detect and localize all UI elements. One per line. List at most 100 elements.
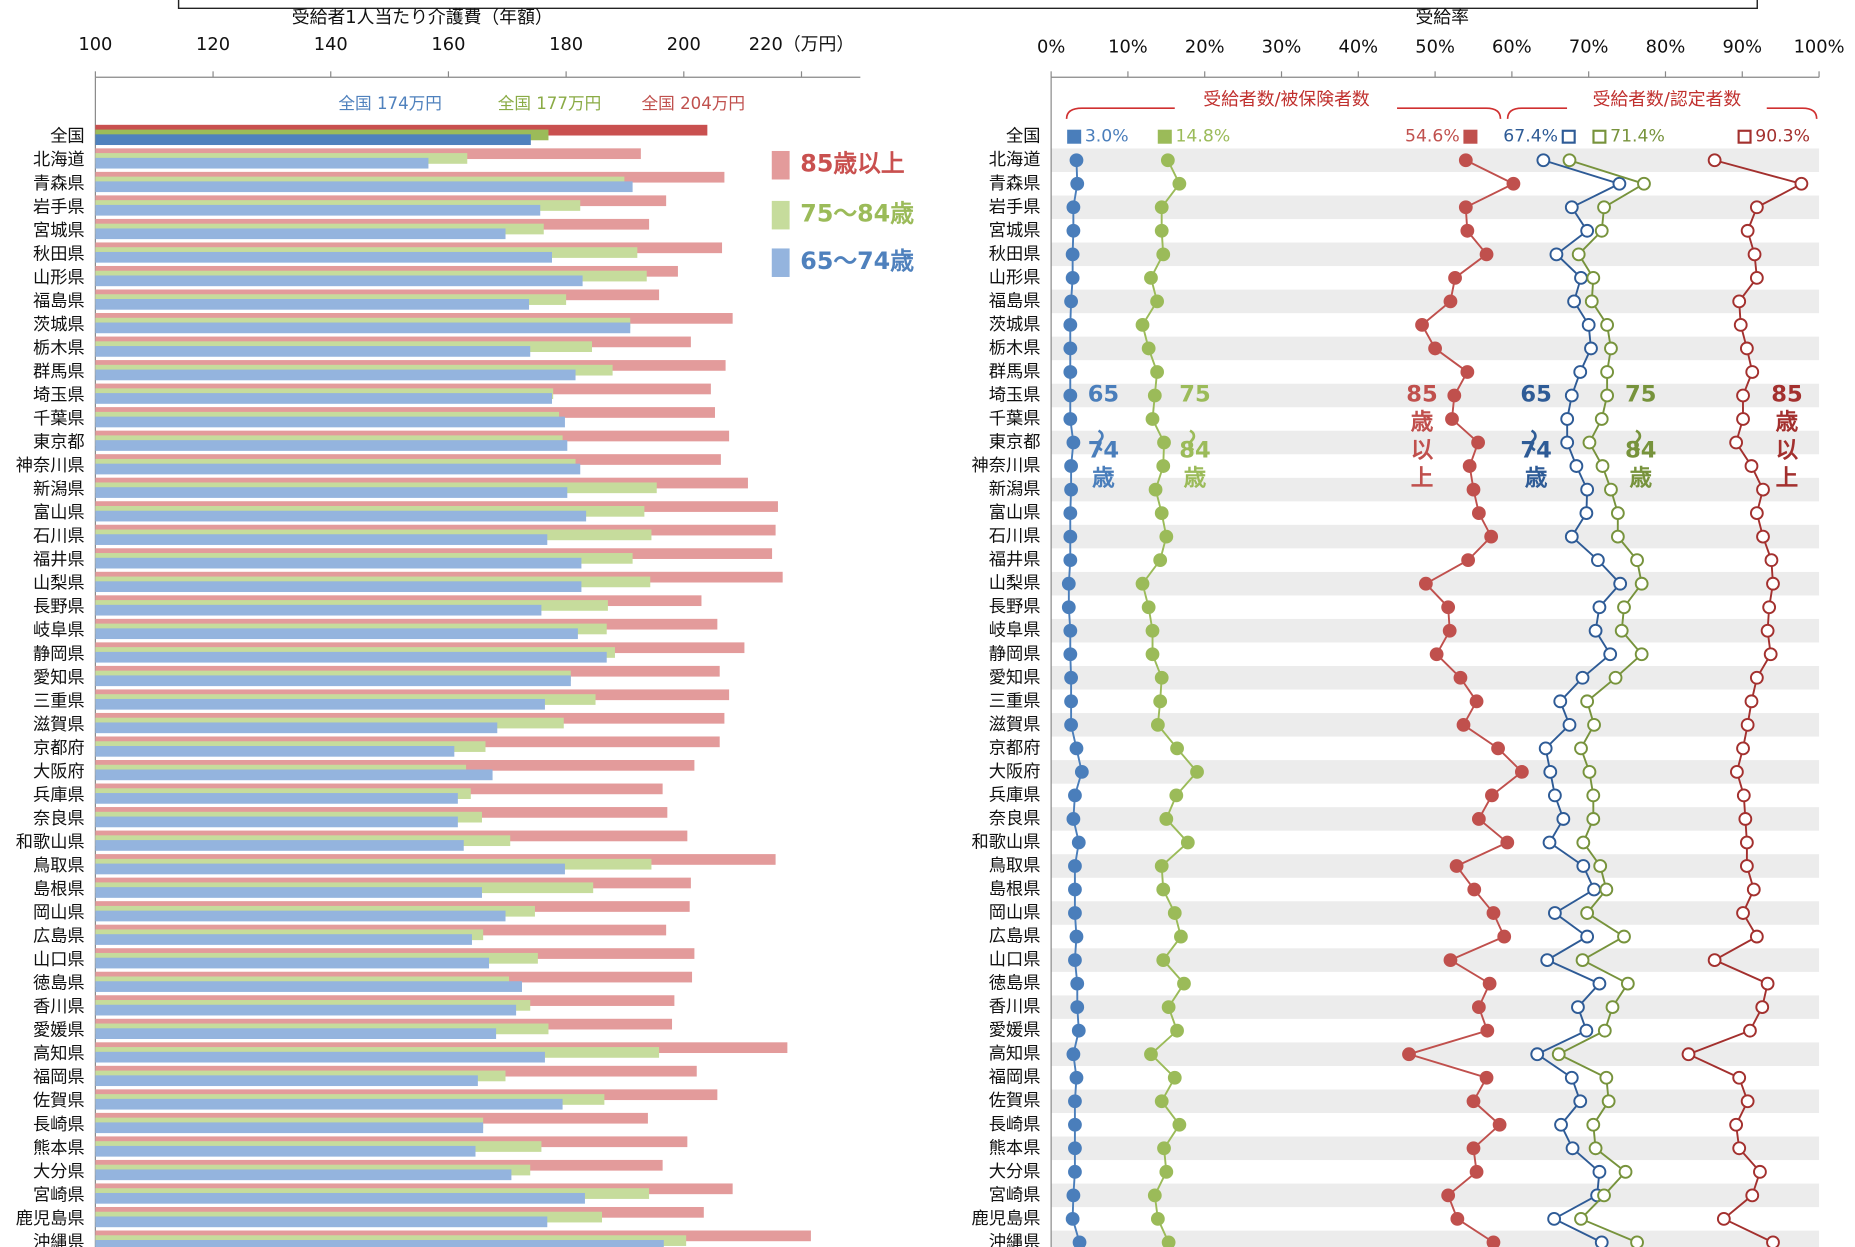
- bar: [95, 910, 506, 922]
- point: [1530, 1047, 1545, 1062]
- point: [1170, 1023, 1184, 1038]
- category-label: 山梨県: [989, 574, 1041, 594]
- bar: [95, 651, 607, 663]
- point: [1150, 365, 1164, 379]
- category-label: 埼玉県: [989, 385, 1041, 405]
- category-label: 奈良県: [989, 809, 1041, 829]
- category-label: 岐阜県: [989, 621, 1041, 641]
- row-stripe: [1051, 524, 1820, 549]
- annotation: 全国 177万円: [498, 94, 602, 113]
- point: [1591, 553, 1605, 568]
- category-label: 大阪府: [989, 762, 1041, 782]
- point: [1150, 294, 1164, 309]
- category-label: 長野県: [33, 597, 85, 617]
- x-tick-label: 10%: [1108, 37, 1148, 58]
- point: [1172, 176, 1187, 191]
- category-label: 滋賀県: [989, 715, 1041, 735]
- point: [1540, 953, 1555, 967]
- row-stripe: [1051, 1230, 1820, 1247]
- point: [1471, 812, 1486, 826]
- point: [1466, 482, 1481, 497]
- bar: [95, 534, 548, 545]
- point: [1580, 906, 1595, 920]
- group-brace: [1506, 107, 1818, 119]
- point: [1576, 859, 1591, 873]
- bar: [95, 628, 578, 640]
- point: [1480, 1023, 1495, 1038]
- value-label: 3.0%: [1085, 127, 1129, 147]
- category-label: 栃木県: [33, 338, 85, 358]
- row-stripe: [1051, 477, 1820, 502]
- category-label: 茨城県: [33, 315, 85, 335]
- bar: [95, 275, 583, 287]
- point: [1145, 647, 1160, 662]
- point: [1068, 953, 1082, 967]
- point: [1560, 412, 1575, 426]
- category-label: 秋田県: [33, 244, 85, 264]
- value-label: 71.4%: [1610, 127, 1665, 147]
- category-label: 香川県: [33, 997, 85, 1017]
- point: [1500, 835, 1515, 850]
- point: [1447, 388, 1462, 403]
- bar: [95, 346, 531, 357]
- point: [1150, 1211, 1165, 1226]
- point: [1145, 412, 1160, 426]
- point: [1562, 153, 1577, 168]
- point: [1630, 553, 1644, 568]
- point: [1576, 835, 1591, 850]
- point: [1574, 1211, 1588, 1226]
- point: [1180, 835, 1195, 850]
- bar: [95, 204, 541, 216]
- bar: [95, 487, 568, 498]
- point: [1150, 717, 1165, 732]
- point: [1167, 906, 1182, 920]
- point: [1612, 176, 1627, 191]
- point: [1443, 294, 1458, 309]
- point: [1467, 882, 1482, 897]
- point: [1177, 976, 1191, 991]
- category-label: 岐阜県: [33, 621, 85, 641]
- x-tick-label: 40%: [1338, 37, 1378, 58]
- point: [1157, 1141, 1171, 1156]
- category-label: 福井県: [989, 550, 1041, 570]
- category-label: 広島県: [989, 927, 1041, 947]
- x-tick-label: 80%: [1646, 37, 1686, 58]
- point: [1157, 435, 1171, 450]
- point: [1154, 223, 1169, 238]
- point: [1601, 1094, 1616, 1109]
- group-brace: [1065, 107, 1502, 119]
- point: [1066, 812, 1081, 826]
- category-label: 鹿児島県: [16, 1209, 85, 1229]
- point: [1156, 459, 1171, 473]
- point: [1587, 882, 1601, 897]
- bar: [95, 393, 552, 404]
- category-label: 群馬県: [33, 362, 85, 382]
- point: [1556, 812, 1571, 826]
- group-label: 受給者数/被保険者数: [1203, 89, 1370, 110]
- point: [1547, 788, 1562, 803]
- point: [1071, 835, 1086, 850]
- x-tick-label: 20%: [1185, 37, 1225, 58]
- value-label: 14.8%: [1175, 127, 1230, 147]
- bar: [95, 745, 455, 757]
- x-tick-label: 200: [667, 34, 701, 55]
- point: [1762, 600, 1777, 615]
- point: [1466, 1141, 1481, 1156]
- national-marker: [1157, 129, 1172, 144]
- bar: [95, 957, 490, 969]
- point: [1543, 764, 1558, 779]
- point: [1756, 482, 1770, 497]
- row-stripe: [1051, 618, 1820, 643]
- point: [1736, 788, 1751, 803]
- point: [1746, 882, 1761, 897]
- category-label: 三重県: [989, 691, 1041, 711]
- category-label: 愛知県: [33, 668, 85, 688]
- point: [1169, 788, 1184, 803]
- point: [1571, 1000, 1585, 1015]
- point: [1547, 906, 1562, 920]
- point: [1460, 223, 1475, 238]
- point: [1536, 153, 1551, 168]
- point: [1745, 365, 1760, 379]
- bar: [95, 722, 498, 734]
- point: [1449, 859, 1464, 873]
